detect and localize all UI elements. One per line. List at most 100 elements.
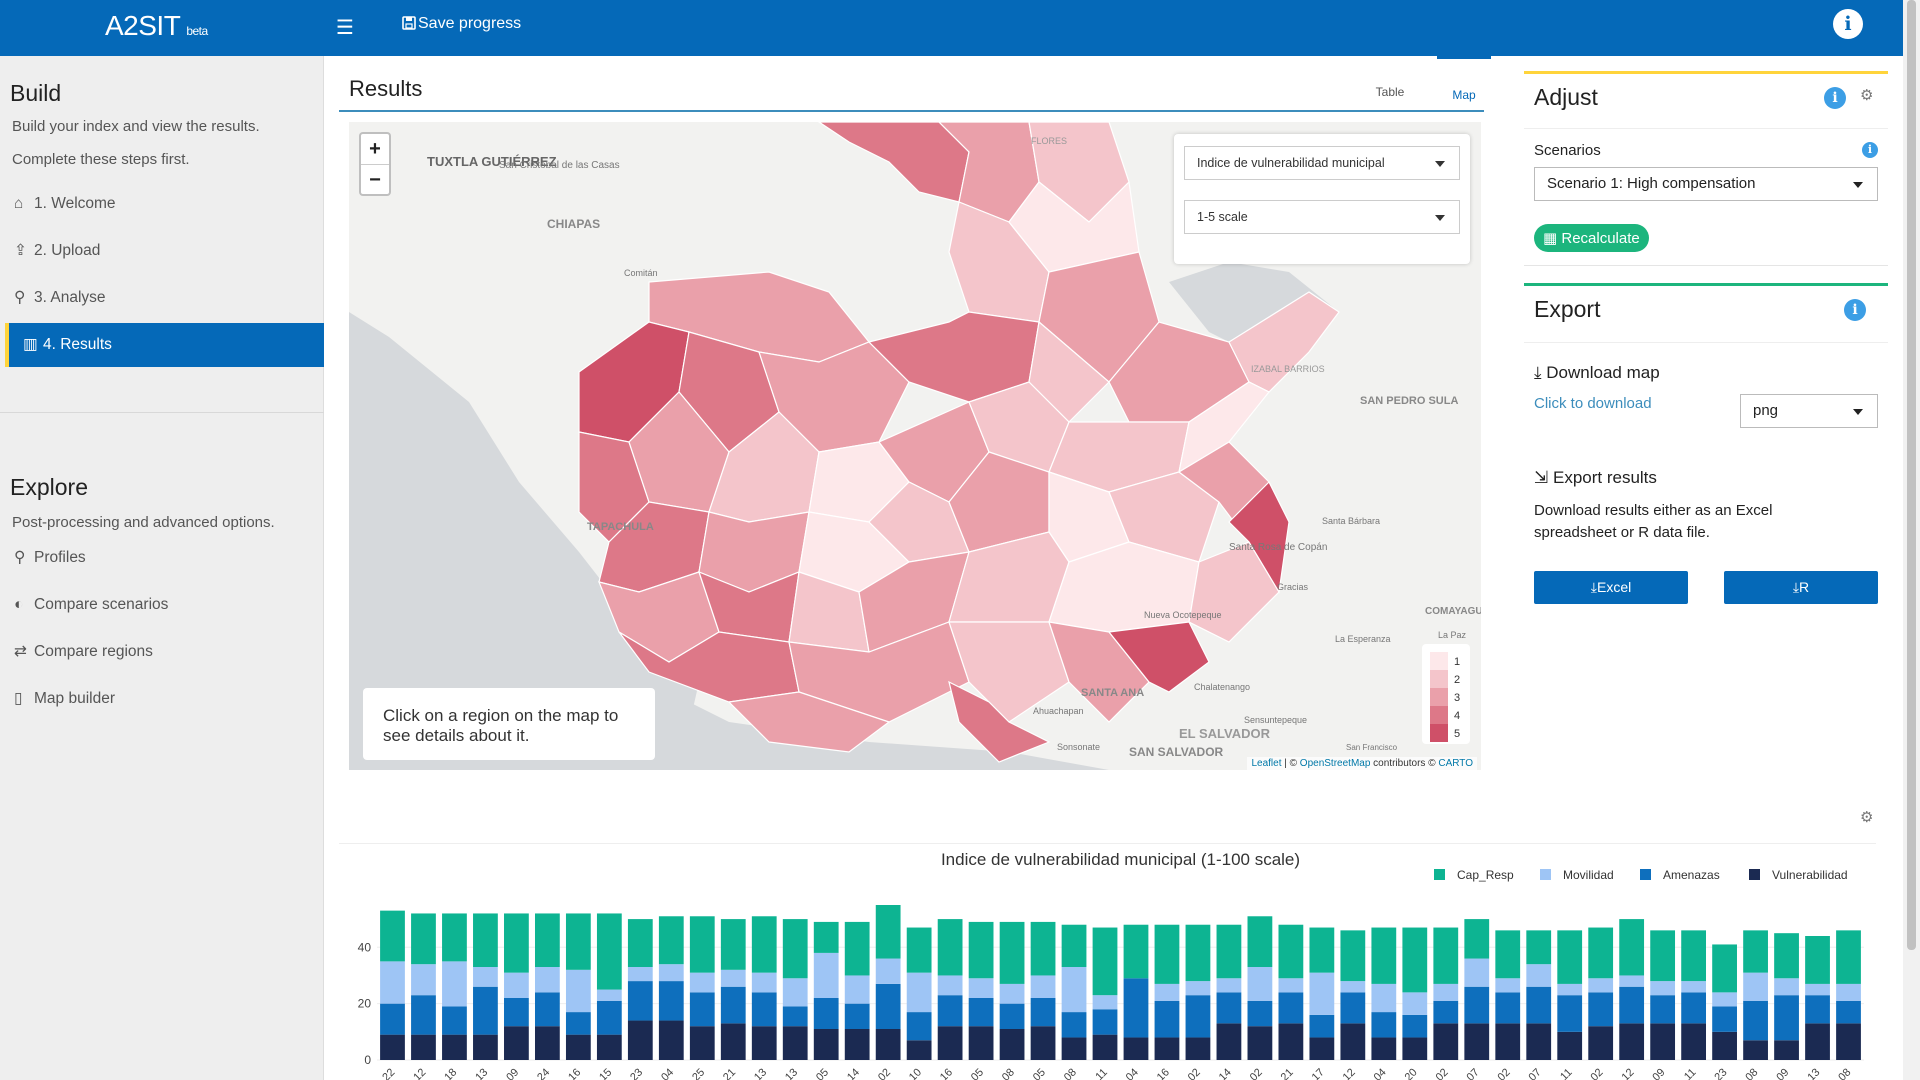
bar-segment-cap_resp[interactable] [596,913,622,990]
bar-segment-vulnerabilidad[interactable] [1619,1023,1645,1060]
bar-segment-amenazas[interactable] [442,1006,467,1035]
results-map[interactable]: TUXTLA GUTIÉRREZ San Cristóbal de las Ca… [349,122,1481,770]
info-icon[interactable]: i [1833,9,1863,39]
bar-segment-cap_resp[interactable] [1216,924,1242,979]
bar-segment-movilidad[interactable] [1588,978,1614,993]
bar-segment-vulnerabilidad[interactable] [1650,1023,1676,1060]
bar-segment-vulnerabilidad[interactable] [751,1026,777,1060]
bar-segment-amenazas[interactable] [1030,998,1056,1027]
bar-segment-vulnerabilidad[interactable] [504,1026,529,1060]
bar-segment-vulnerabilidad[interactable] [906,1040,932,1060]
sidebar-item-analyse[interactable]: ⚲ 3. Analyse [0,276,324,320]
bar-segment-amenazas[interactable] [1774,995,1799,1041]
bar-segment-vulnerabilidad[interactable] [1030,1026,1056,1060]
bar-segment-vulnerabilidad[interactable] [1588,1026,1614,1060]
bar-segment-vulnerabilidad[interactable] [1216,1023,1242,1060]
sidebar-item-results[interactable]: ▥ 4. Results [5,323,324,367]
bar-segment-movilidad[interactable] [1340,981,1366,993]
bar-segment-cap_resp[interactable] [1619,919,1645,976]
zoom-out-button[interactable]: − [361,164,389,194]
download-map-link[interactable]: Click to download [1534,395,1652,412]
sidebar-item-map-builder[interactable]: ▯ Map builder [0,677,324,721]
bar-segment-vulnerabilidad[interactable] [999,1029,1025,1060]
bar-segment-movilidad[interactable] [1805,983,1830,996]
bar-segment-movilidad[interactable] [1433,983,1459,1001]
bar-segment-amenazas[interactable] [1278,992,1304,1024]
bar-segment-cap_resp[interactable] [1588,927,1614,979]
osm-link[interactable]: OpenStreetMap [1299,758,1371,769]
bar-segment-amenazas[interactable] [1402,1014,1428,1038]
excel-button[interactable]: ⤓Excel [1534,571,1688,604]
region[interactable] [948,680,1051,763]
bar-segment-amenazas[interactable] [1495,992,1521,1024]
bar-segment-cap_resp[interactable] [1371,927,1397,984]
bar-segment-movilidad[interactable] [1650,981,1676,996]
bar-segment-vulnerabilidad[interactable] [1681,1023,1707,1060]
bar-segment-amenazas[interactable] [1185,995,1211,1038]
bar-segment-amenazas[interactable] [999,1003,1025,1029]
bar-segment-cap_resp[interactable] [627,919,653,967]
bar-segment-movilidad[interactable] [1495,978,1521,993]
app-logo[interactable]: A2SIT beta [105,10,208,42]
bar-segment-cap_resp[interactable] [1061,924,1087,967]
sidebar-item-welcome[interactable]: ⌂ 1. Welcome [0,182,324,226]
bar-segment-cap_resp[interactable] [1402,927,1428,993]
bar-segment-movilidad[interactable] [473,967,498,987]
bar-segment-vulnerabilidad[interactable] [380,1034,405,1060]
bar-segment-movilidad[interactable] [875,958,901,984]
bar-segment-vulnerabilidad[interactable] [813,1029,839,1060]
bar-segment-vulnerabilidad[interactable] [534,1026,560,1060]
bar-segment-movilidad[interactable] [1712,992,1737,1007]
bar-segment-amenazas[interactable] [411,995,436,1035]
region[interactable] [1107,621,1210,693]
bar-segment-vulnerabilidad[interactable] [720,1023,746,1060]
bar-segment-amenazas[interactable] [782,1006,808,1027]
bar-segment-cap_resp[interactable] [782,919,808,979]
bar-segment-movilidad[interactable] [1247,967,1273,1001]
bar-segment-cap_resp[interactable] [565,913,591,970]
bar-segment-vulnerabilidad[interactable] [1433,1023,1459,1060]
bar-segment-vulnerabilidad[interactable] [1402,1037,1428,1060]
bar-segment-amenazas[interactable] [1123,978,1149,1038]
format-select[interactable]: png [1740,394,1878,428]
bar-segment-movilidad[interactable] [1185,981,1211,996]
bar-segment-movilidad[interactable] [1743,972,1768,1001]
bar-segment-vulnerabilidad[interactable] [1495,1023,1521,1060]
region[interactable] [1188,541,1280,643]
leaflet-link[interactable]: Leaflet [1251,758,1282,769]
bar-segment-vulnerabilidad[interactable] [968,1026,994,1060]
bar-segment-movilidad[interactable] [968,978,994,998]
bar-chart[interactable]: Indice de vulnerabilidad municipal (1-10… [339,843,1876,1080]
bar-segment-cap_resp[interactable] [1836,930,1861,984]
bar-segment-vulnerabilidad[interactable] [1154,1037,1180,1060]
bar-segment-vulnerabilidad[interactable] [1371,1037,1397,1060]
sidebar-item-compare-scenarios[interactable]: ◐ Compare scenarios [0,583,324,627]
bar-segment-amenazas[interactable] [534,992,560,1027]
bar-segment-vulnerabilidad[interactable] [1743,1040,1768,1060]
bar-segment-movilidad[interactable] [813,952,839,998]
region[interactable] [727,691,891,753]
scenarios-info-icon[interactable]: i [1862,142,1878,158]
bar-segment-amenazas[interactable] [1371,1012,1397,1038]
bar-segment-movilidad[interactable] [1371,983,1397,1013]
bar-segment-amenazas[interactable] [968,998,994,1027]
bar-segment-cap_resp[interactable] [1030,921,1056,976]
region[interactable] [1228,480,1290,594]
bar-segment-movilidad[interactable] [999,983,1025,1004]
bar-segment-amenazas[interactable] [1526,986,1552,1024]
bar-segment-cap_resp[interactable] [1185,924,1211,982]
bar-segment-vulnerabilidad[interactable] [627,1020,653,1060]
bar-segment-movilidad[interactable] [442,961,467,1007]
bar-segment-movilidad[interactable] [1681,981,1707,993]
bar-segment-vulnerabilidad[interactable] [1309,1037,1335,1060]
export-info-icon[interactable]: i [1844,299,1866,321]
bar-segment-movilidad[interactable] [720,969,746,987]
bar-segment-amenazas[interactable] [751,992,777,1027]
bar-segment-vulnerabilidad[interactable] [1340,1023,1366,1060]
bar-segment-cap_resp[interactable] [1464,919,1490,959]
bar-segment-vulnerabilidad[interactable] [1526,1023,1552,1060]
bar-segment-movilidad[interactable] [1557,983,1583,996]
bar-segment-amenazas[interactable] [1433,1000,1459,1024]
bar-segment-vulnerabilidad[interactable] [1185,1037,1211,1060]
bar-segment-vulnerabilidad[interactable] [1464,1023,1490,1060]
